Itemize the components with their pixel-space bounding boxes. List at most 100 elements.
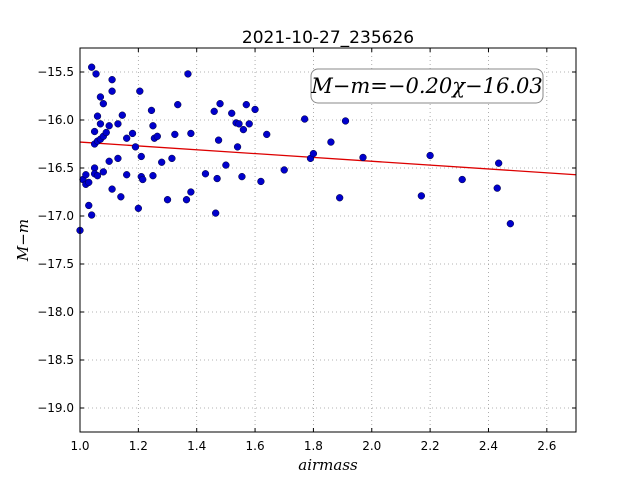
x-tick-label: 2.0 — [362, 439, 381, 453]
x-tick-label: 2.2 — [421, 439, 440, 453]
data-point — [245, 120, 253, 128]
data-point — [85, 201, 93, 210]
data-point — [174, 100, 182, 109]
data-point — [341, 117, 350, 125]
data-point — [210, 107, 218, 116]
data-point — [108, 87, 116, 95]
data-point — [99, 100, 107, 108]
data-point — [233, 143, 242, 151]
data-point — [134, 204, 143, 212]
data-point — [336, 194, 344, 202]
data-point — [93, 112, 102, 120]
data-point — [108, 185, 116, 193]
data-point — [96, 93, 105, 101]
fit-line-layer — [79, 141, 577, 176]
plot-area — [76, 47, 577, 433]
data-point — [131, 143, 140, 151]
data-point — [228, 109, 236, 117]
data-point — [493, 184, 501, 192]
data-point — [105, 157, 113, 165]
data-point — [147, 106, 156, 115]
fit-annotation-box — [310, 68, 544, 104]
data-point — [213, 174, 221, 183]
x-tick-label: 2.6 — [537, 439, 556, 453]
data-point — [238, 172, 246, 181]
data-point — [216, 100, 224, 108]
fit-annotation-text: M−m=−0.20χ−16.03 — [310, 74, 542, 98]
chart-title: 2021-10-27_235626 — [242, 28, 414, 48]
y-tick-label: −17.5 — [37, 257, 74, 271]
y-tick-label: −16.0 — [37, 113, 74, 127]
data-point — [417, 192, 426, 200]
data-point — [168, 154, 176, 163]
data-point — [99, 168, 107, 176]
data-point — [108, 76, 116, 84]
data-point — [257, 177, 265, 186]
data-point — [301, 115, 309, 123]
data-point — [235, 120, 243, 128]
y-tick-labels: −15.5 −16.0 −16.5 −17.0 −17.5 −18.0 −18.5 −19.0 — [37, 65, 74, 415]
data-point — [153, 132, 161, 140]
data-point — [201, 170, 210, 178]
data-point — [239, 125, 248, 134]
data-point — [123, 134, 131, 142]
data-point — [184, 70, 192, 78]
data-point — [163, 196, 172, 204]
data-point — [187, 188, 195, 196]
x-tick-label: 2.4 — [479, 439, 498, 453]
data-point — [102, 128, 110, 137]
data-point — [88, 63, 96, 71]
data-point — [105, 122, 113, 130]
x-tick-label: 1.2 — [129, 439, 148, 453]
data-point — [182, 196, 191, 204]
data-point — [263, 130, 271, 139]
data-point — [117, 193, 125, 201]
x-tick-labels: 1.0 1.2 1.4 1.6 1.8 2.0 2.2 2.4 2.6 — [70, 439, 556, 453]
x-tick-label: 1.8 — [304, 439, 323, 453]
data-point — [90, 127, 99, 136]
data-point — [92, 70, 100, 78]
data-point — [458, 175, 466, 184]
data-point — [359, 153, 367, 162]
y-tick-label: −15.5 — [37, 65, 74, 79]
data-point — [136, 87, 144, 95]
data-point — [158, 158, 166, 166]
x-axis-label: airmass — [298, 456, 358, 474]
data-point — [171, 130, 179, 139]
y-tick-label: −16.5 — [37, 161, 74, 175]
data-point — [506, 220, 515, 228]
data-points — [76, 63, 515, 235]
data-point — [128, 129, 137, 138]
data-point — [327, 138, 335, 146]
y-tick-label: −17.0 — [37, 209, 74, 223]
data-point — [88, 211, 96, 219]
data-point — [149, 172, 157, 180]
data-point — [114, 120, 122, 128]
fit-line — [79, 141, 577, 176]
y-tick-label: −19.0 — [37, 401, 74, 415]
data-point — [187, 129, 195, 138]
data-point — [149, 122, 157, 130]
y-tick-label: −18.0 — [37, 305, 74, 319]
plot-frame — [79, 47, 577, 433]
data-point — [139, 175, 147, 184]
data-point — [214, 136, 223, 144]
data-point — [85, 178, 93, 187]
data-point — [222, 161, 230, 169]
axis-ticks — [79, 48, 576, 432]
data-point — [426, 151, 434, 160]
data-point — [82, 171, 90, 179]
data-point — [242, 100, 250, 109]
x-tick-label: 1.4 — [187, 439, 206, 453]
data-point — [251, 105, 259, 114]
data-point — [495, 159, 503, 167]
plot-background — [80, 48, 576, 432]
data-point — [137, 152, 145, 161]
y-axis-label: M−m — [14, 219, 32, 262]
data-point — [280, 166, 288, 174]
y-tick-label: −18.5 — [37, 353, 74, 367]
fit-annotation: M−m=−0.20χ−16.03 — [310, 68, 544, 104]
data-point — [212, 209, 220, 217]
data-point — [93, 172, 102, 180]
